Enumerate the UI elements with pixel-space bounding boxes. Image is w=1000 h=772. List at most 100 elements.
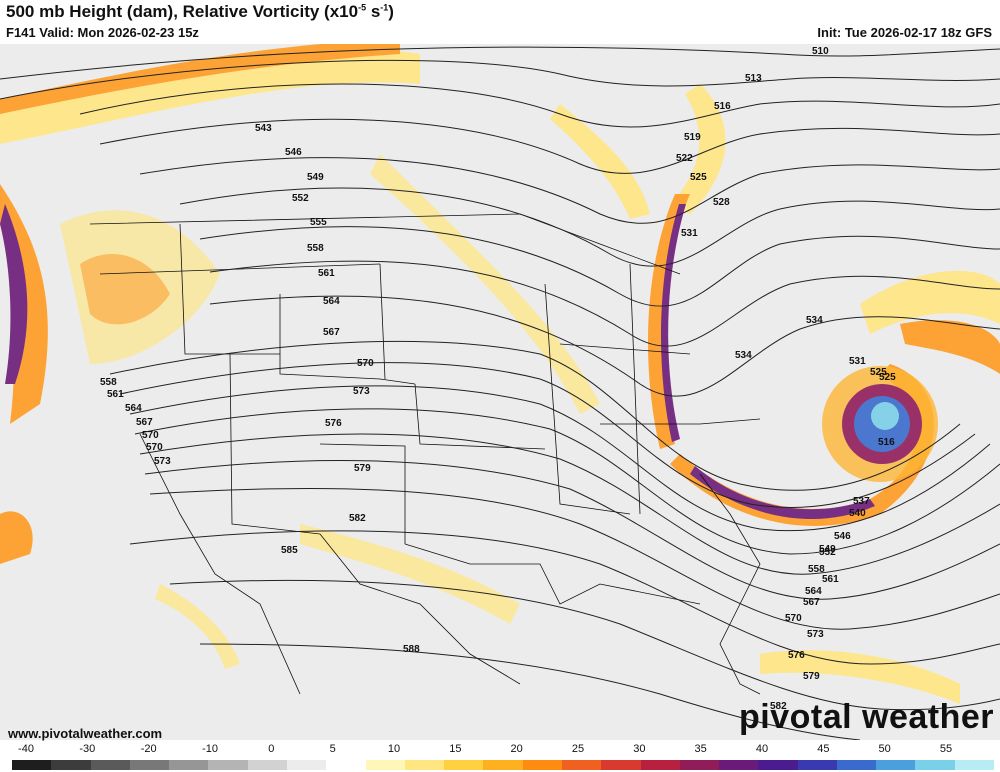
footer: www.pivotalweather.com pivotal weather -…	[0, 698, 1000, 772]
contour-label: 552	[819, 547, 836, 558]
colorbar-tick-label: 25	[571, 743, 585, 755]
contour-label: 570	[142, 430, 159, 441]
contour-label: 525	[870, 367, 887, 378]
colorbar-tick-label: -30	[79, 743, 96, 755]
colorbar-swatch	[404, 760, 445, 770]
colorbar-swatch	[679, 760, 720, 770]
contour-label: 558	[100, 377, 117, 388]
colorbar-tick-label: 20	[510, 743, 523, 755]
colorbar-swatch	[836, 760, 877, 770]
contour-label: 579	[803, 671, 820, 682]
site-url: www.pivotalweather.com	[8, 726, 163, 741]
contour-label: 567	[803, 597, 820, 608]
init-time: Init: Tue 2026-02-17 18z GFS	[817, 25, 992, 40]
vorticity-shading	[0, 44, 1000, 704]
contour-label: 540	[849, 508, 866, 519]
contour-label: 531	[681, 228, 698, 239]
colorbar-tick-label: 5	[329, 743, 336, 755]
contour-label: 570	[357, 358, 374, 369]
colorbar-swatch	[522, 760, 562, 770]
colorbar-swatch	[758, 760, 798, 770]
contour-label: 513	[745, 73, 762, 84]
brand-logo: pivotal weather	[738, 698, 994, 736]
colorbar-swatch	[51, 760, 91, 770]
colorbar-tick-label: 50	[878, 743, 891, 755]
colorbar-swatch	[286, 760, 327, 770]
contour-label: 555	[310, 217, 327, 228]
contour-label: 567	[323, 327, 340, 338]
colorbar-tick-label: 30	[633, 743, 646, 755]
colorbar-swatch	[129, 760, 170, 770]
contour-label: 567	[136, 417, 153, 428]
colorbar-tick-label: 55	[939, 743, 953, 755]
colorbar-swatch	[601, 760, 641, 770]
contour-label: 570	[146, 442, 163, 453]
contour-label: 561	[822, 574, 839, 585]
height-contours	[0, 46, 1000, 740]
contour-label: 573	[154, 456, 171, 467]
contour-label: 573	[807, 629, 824, 640]
colorbar-swatch	[444, 760, 484, 770]
contour-label: 525	[879, 372, 896, 383]
contour-label: 582	[349, 513, 366, 524]
contour-label: 516	[714, 101, 731, 112]
contour-label: 576	[788, 650, 805, 661]
colorbar	[12, 760, 995, 770]
colorbar-tick-label: 10	[387, 743, 401, 755]
colorbar-swatch	[365, 760, 405, 770]
colorbar-tick-label: 35	[694, 743, 707, 755]
contour-label: 573	[353, 386, 370, 397]
contour-label: 564	[805, 586, 822, 597]
colorbar-tick-label: 0	[268, 743, 275, 755]
colorbar-swatch	[247, 760, 287, 770]
contour-label: 588	[403, 644, 420, 655]
contour-label: 576	[325, 418, 342, 429]
contour-label: 534	[735, 350, 752, 361]
colorbar-tick-label: 45	[817, 743, 830, 755]
contour-label: 534	[806, 315, 823, 326]
contour-label: 579	[354, 463, 371, 474]
contour-label: 549	[819, 544, 836, 555]
colorbar-tick-label: -20	[140, 743, 157, 755]
contour-label: 528	[713, 197, 730, 208]
colorbar-swatch	[640, 760, 680, 770]
contour-label: 564	[323, 296, 340, 307]
contour-label: 570	[785, 613, 802, 624]
colorbar-swatch	[954, 760, 995, 770]
map-title: 500 mb Height (dam), Relative Vorticity …	[6, 2, 394, 21]
contour-label: 549	[307, 172, 324, 183]
contour-label: 546	[834, 531, 851, 542]
colorbar-swatch	[169, 760, 209, 770]
colorbar-tick-label: -10	[202, 743, 218, 755]
colorbar-tick-label: 15	[449, 743, 462, 755]
colorbar-swatch	[719, 760, 759, 770]
contour-label: 558	[808, 564, 825, 575]
contour-labels: 510 513 516 519 522 525 528 531 534 537 …	[100, 46, 896, 712]
contour-label: 585	[281, 545, 298, 556]
colorbar-tick-label: -40	[18, 743, 34, 755]
colorbar-swatch	[208, 760, 248, 770]
contour-label: 546	[285, 147, 302, 158]
colorbar-swatch	[876, 760, 916, 770]
colorbar-swatch	[797, 760, 837, 770]
contour-label: 558	[307, 243, 324, 254]
colorbar-swatch	[915, 760, 955, 770]
contour-label: 537	[853, 496, 870, 507]
contour-label: 561	[318, 268, 335, 279]
map-canvas: 510 513 516 519 522 525 528 531 534 537 …	[0, 44, 1000, 740]
valid-time: F141 Valid: Mon 2026-02-23 15z	[6, 25, 199, 40]
weather-map: 510 513 516 519 522 525 528 531 534 537 …	[0, 44, 1000, 740]
contour-label: 582	[770, 701, 787, 712]
contour-label: 522	[676, 153, 693, 164]
colorbar-tick-label: 40	[755, 743, 769, 755]
contour-label: 519	[684, 132, 701, 143]
contour-label: 543	[255, 123, 272, 134]
colorbar-swatch	[90, 760, 130, 770]
contour-label: 516	[878, 437, 895, 448]
contour-label: 564	[125, 403, 142, 414]
colorbar-swatch	[12, 760, 52, 770]
colorbar-swatch	[561, 760, 602, 770]
contour-label: 552	[292, 193, 309, 204]
contour-label: 510	[812, 46, 829, 57]
contour-label: 531	[849, 356, 866, 367]
